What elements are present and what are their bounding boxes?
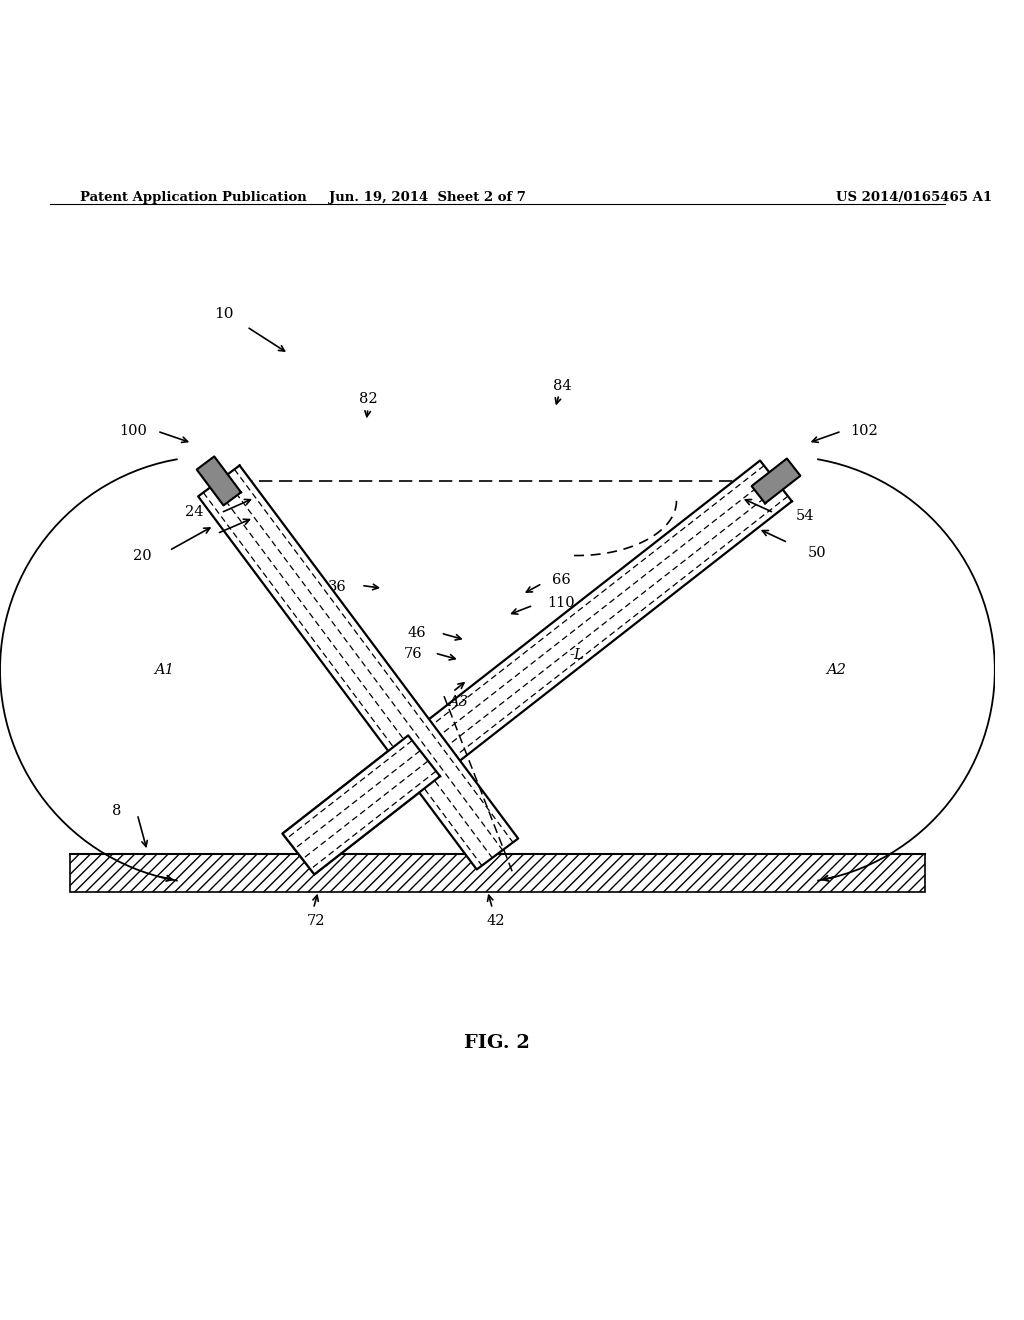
Text: 42: 42 — [486, 913, 505, 928]
Text: 82: 82 — [358, 392, 378, 407]
Bar — [70, 854, 926, 892]
Polygon shape — [198, 466, 518, 870]
Text: 72: 72 — [307, 913, 326, 928]
Text: A2: A2 — [825, 663, 846, 677]
Polygon shape — [197, 457, 241, 506]
Text: 76: 76 — [404, 647, 423, 661]
Text: 110: 110 — [547, 597, 574, 610]
Text: A1: A1 — [155, 663, 174, 677]
Text: 66: 66 — [552, 573, 571, 587]
Bar — [70, 854, 926, 892]
Polygon shape — [752, 458, 801, 503]
Text: 50: 50 — [808, 545, 826, 560]
Text: US 2014/0165465 A1: US 2014/0165465 A1 — [836, 191, 992, 203]
Polygon shape — [283, 461, 792, 874]
Text: 20: 20 — [132, 549, 152, 562]
Text: FIG. 2: FIG. 2 — [465, 1034, 530, 1052]
Text: Jun. 19, 2014  Sheet 2 of 7: Jun. 19, 2014 Sheet 2 of 7 — [330, 191, 526, 203]
Text: 24: 24 — [185, 504, 204, 519]
Text: Patent Application Publication: Patent Application Publication — [80, 191, 306, 203]
Text: 36: 36 — [328, 581, 346, 594]
Text: A3: A3 — [447, 694, 468, 709]
Text: 46: 46 — [408, 626, 426, 640]
Polygon shape — [283, 735, 440, 874]
Text: -L: -L — [569, 648, 585, 663]
Text: 10: 10 — [214, 306, 233, 321]
Text: 100: 100 — [120, 424, 147, 438]
Text: 102: 102 — [851, 424, 879, 438]
Text: 54: 54 — [796, 508, 814, 523]
Text: 8: 8 — [112, 804, 121, 818]
Text: 84: 84 — [553, 379, 571, 393]
